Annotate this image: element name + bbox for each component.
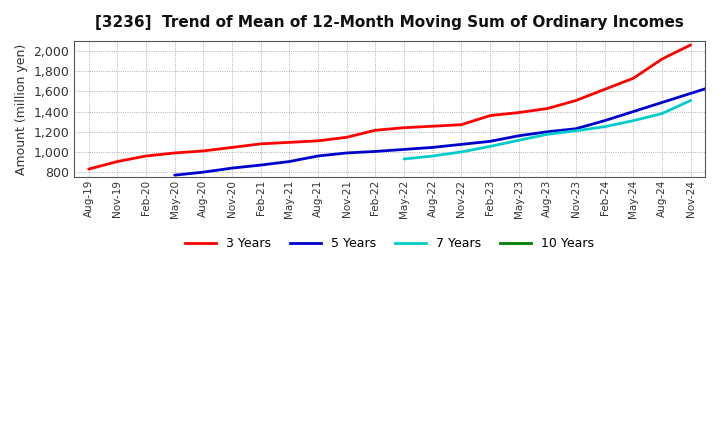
Y-axis label: Amount (million yen): Amount (million yen) [15, 44, 28, 175]
Title: [3236]  Trend of Mean of 12-Month Moving Sum of Ordinary Incomes: [3236] Trend of Mean of 12-Month Moving … [95, 15, 684, 30]
Legend: 3 Years, 5 Years, 7 Years, 10 Years: 3 Years, 5 Years, 7 Years, 10 Years [180, 232, 599, 256]
